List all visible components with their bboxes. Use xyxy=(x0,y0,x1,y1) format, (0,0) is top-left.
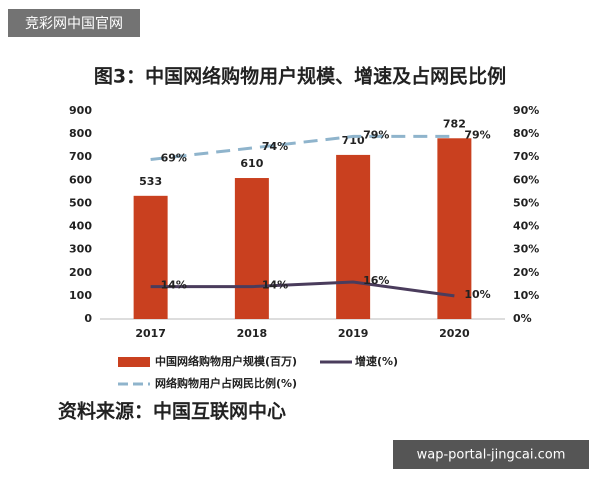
line-value-label: 14% xyxy=(161,279,187,292)
y2-tick-label: 50% xyxy=(513,196,539,209)
legend-label: 中国网络购物用户规模(百万) xyxy=(155,354,297,368)
line xyxy=(150,134,455,162)
y-tick-label: 900 xyxy=(69,104,92,117)
bar-value-label: 610 xyxy=(240,157,263,170)
chart-title: 图3：中国网络购物用户规模、增速及占网民比例 xyxy=(94,65,506,88)
bar xyxy=(437,138,472,319)
y2-tick-label: 90% xyxy=(513,104,539,117)
legend-label: 增速(%) xyxy=(355,354,398,368)
y2-tick-label: 20% xyxy=(513,266,539,279)
y-tick-label: 500 xyxy=(69,196,92,209)
line-value-label: 79% xyxy=(464,128,490,141)
line xyxy=(150,280,455,298)
x-tick-label: 2017 xyxy=(135,327,166,340)
y2-tick-label: 80% xyxy=(513,127,539,140)
y-tick-label: 700 xyxy=(69,150,92,163)
x-tick-label: 2019 xyxy=(338,327,369,340)
source: 资料来源：中国互联网中心 xyxy=(58,400,286,423)
y2-tick-label: 10% xyxy=(513,289,539,302)
x-tick-label: 2018 xyxy=(237,327,268,340)
y-tick-label: 0 xyxy=(84,312,92,325)
y-tick-label: 100 xyxy=(69,289,92,302)
line-value-label: 74% xyxy=(262,140,288,153)
y-tick-label: 200 xyxy=(69,266,92,279)
line-value-label: 79% xyxy=(363,128,389,141)
line-value-label: 69% xyxy=(161,152,187,165)
bar-value-label: 533 xyxy=(139,175,162,188)
legend-swatch xyxy=(118,357,150,367)
y2-tick-label: 30% xyxy=(513,243,539,256)
bar xyxy=(234,178,269,319)
watermark: 竞彩网中国官网 xyxy=(25,15,123,32)
line-value-label: 14% xyxy=(262,279,288,292)
y-tick-label: 600 xyxy=(69,173,92,186)
line-value-label: 16% xyxy=(363,274,389,287)
bar xyxy=(133,195,168,319)
legend-label: 网络购物用户占网民比例(%) xyxy=(155,376,297,390)
watermark-box xyxy=(8,9,140,37)
y2-tick-label: 60% xyxy=(513,173,539,186)
y2-tick-label: 70% xyxy=(513,150,539,163)
y-tick-label: 300 xyxy=(69,243,92,256)
x-tick-label: 2020 xyxy=(439,327,470,340)
y-tick-label: 400 xyxy=(69,220,92,233)
bar-value-label: 782 xyxy=(443,117,466,130)
footer-box xyxy=(393,440,589,469)
y2-tick-label: 0% xyxy=(513,312,532,325)
bar xyxy=(336,154,371,319)
y2-tick-label: 40% xyxy=(513,220,539,233)
y-tick-label: 800 xyxy=(69,127,92,140)
footer-url: wap-portal-jingcai.com xyxy=(417,448,566,463)
line-value-label: 10% xyxy=(464,288,490,301)
